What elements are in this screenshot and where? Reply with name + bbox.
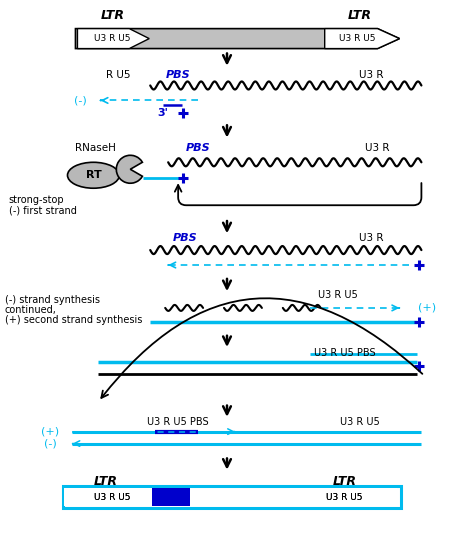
Text: U3 R U5: U3 R U5 (339, 34, 376, 43)
Text: U3 R U5: U3 R U5 (94, 34, 131, 43)
Text: RNaseH: RNaseH (75, 144, 116, 153)
Text: LTR: LTR (100, 9, 124, 22)
FancyArrow shape (75, 29, 400, 48)
Text: U3 R U5: U3 R U5 (340, 417, 380, 427)
Text: U3 R U5: U3 R U5 (94, 493, 131, 502)
Text: continued,: continued, (5, 305, 57, 315)
FancyArrow shape (325, 29, 400, 48)
Text: U3 R U5: U3 R U5 (318, 290, 358, 300)
Text: (+): (+) (418, 303, 436, 313)
FancyArrowPatch shape (101, 298, 422, 398)
Text: LTR: LTR (333, 475, 357, 488)
Bar (290, 488, 397, 507)
Text: (-): (-) (74, 96, 87, 106)
Bar (64, 488, 400, 507)
Text: 3': 3' (158, 108, 168, 118)
Text: PBS: PBS (166, 69, 191, 80)
Text: (-) strand synthesis: (-) strand synthesis (5, 295, 100, 305)
FancyArrow shape (78, 29, 149, 48)
Text: U3 R: U3 R (359, 233, 384, 243)
Text: LTR: LTR (94, 475, 118, 488)
Text: U3 R U5: U3 R U5 (326, 493, 363, 502)
Bar (152, 488, 190, 507)
Text: strong-stop: strong-stop (9, 195, 64, 205)
Text: RT: RT (85, 170, 101, 180)
Text: U3 R U5: U3 R U5 (94, 493, 131, 502)
Bar (63, 486, 401, 508)
Text: LTR: LTR (348, 9, 371, 22)
Text: (+) second strand synthesis: (+) second strand synthesis (5, 315, 142, 325)
FancyArrowPatch shape (175, 183, 421, 205)
Bar (152, 488, 190, 507)
Text: R U5: R U5 (106, 69, 131, 80)
Wedge shape (116, 155, 143, 183)
Text: U3 R: U3 R (359, 69, 384, 80)
Text: PBS: PBS (186, 144, 210, 153)
Text: (-) first strand: (-) first strand (9, 205, 77, 215)
Bar (64, 488, 159, 507)
Ellipse shape (68, 162, 119, 188)
Text: U3 R: U3 R (365, 144, 390, 153)
Text: (-): (-) (44, 438, 57, 449)
Text: U3 R U5 PBS: U3 R U5 PBS (314, 348, 375, 358)
Text: PBS: PBS (173, 233, 197, 243)
Text: U3 R U5: U3 R U5 (326, 493, 363, 502)
Text: U3 R U5 PBS: U3 R U5 PBS (148, 417, 209, 427)
Text: (+): (+) (41, 427, 59, 437)
